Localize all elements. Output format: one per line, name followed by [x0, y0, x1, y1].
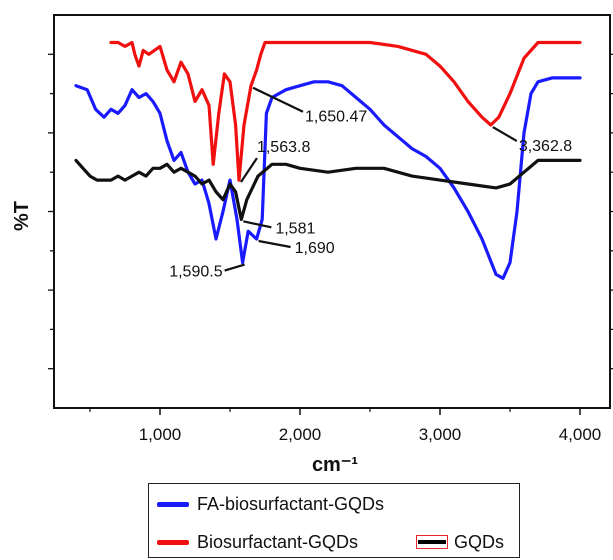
chart-legend: FA-biosurfactant-GQDs Biosurfactant-GQDs…	[148, 483, 520, 558]
legend-swatch-blue	[157, 502, 189, 507]
annotation-label: 1,563.8	[257, 139, 310, 156]
annotation-layer: 1,590.5 1,690 1,650.47 3,362.8 1,563.8 1,581	[169, 86, 572, 281]
series-line-biosurfactant-gqds	[109, 40, 582, 182]
plot-frame	[53, 14, 611, 409]
x-tick-label: 1,000	[139, 425, 182, 444]
legend-label: FA-biosurfactant-GQDs	[197, 494, 385, 514]
series-line-fa-biosurfactant-gqds	[74, 76, 582, 280]
series-line-gqds	[74, 158, 582, 221]
x-tick-label: 3,000	[419, 425, 462, 444]
legend-swatch-red	[157, 540, 189, 545]
series-layer	[74, 40, 582, 280]
annotation-leader	[240, 157, 258, 183]
annotation-leader	[258, 239, 291, 249]
axis-ticks: 1,000 2,000 3,000 4,000	[48, 53, 613, 444]
legend-label: GQDs	[454, 532, 505, 552]
x-axis-label: cm⁻¹	[312, 454, 358, 476]
annotation-label: 1,581	[275, 220, 315, 237]
annotation-label: 1,590.5	[169, 264, 222, 281]
legend-swatch-black	[416, 535, 448, 549]
annotation-label: 1,690	[295, 240, 335, 257]
annotation-leader	[252, 86, 304, 113]
annotation-leader	[492, 126, 518, 142]
x-tick-label: 2,000	[279, 425, 322, 444]
annotation-leader	[243, 220, 272, 229]
annotation-label: 3,362.8	[519, 138, 572, 155]
annotation-label: 1,650.47	[305, 109, 367, 126]
annotation-leader	[224, 263, 245, 272]
legend-label: Biosurfactant-GQDs	[197, 532, 359, 552]
x-tick-label: 4,000	[559, 425, 602, 444]
y-axis-label: %T	[11, 201, 33, 231]
